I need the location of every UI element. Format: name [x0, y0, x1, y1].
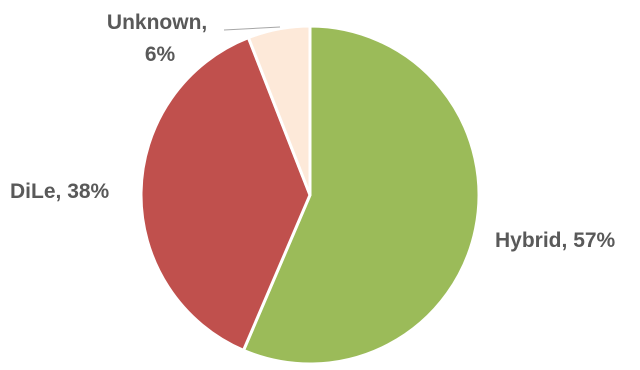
- data-label-hybrid: Hybrid, 57%: [495, 229, 616, 252]
- pie-slice-unknown: [246, 24, 312, 196]
- pie-slice-hybrid: [241, 24, 481, 366]
- leader-line-unknown: [223, 26, 281, 31]
- data-label-dile: DiLe, 38%: [10, 180, 110, 203]
- data-label-unknown: Unknown, 6%: [107, 11, 213, 66]
- labels-layer: Hybrid, 57% DiLe, 38% Unknown, 6%: [10, 11, 616, 252]
- pie-slice-dile: [139, 35, 312, 353]
- slices-layer: [139, 24, 481, 366]
